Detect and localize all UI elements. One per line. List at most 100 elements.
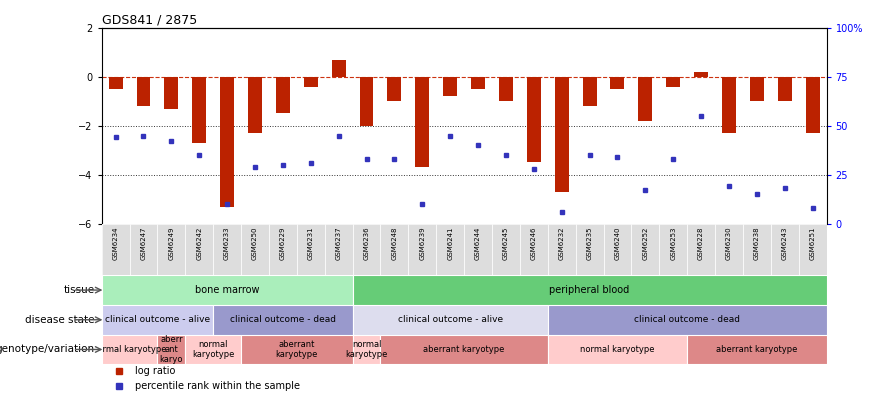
Bar [193, 77, 206, 143]
Text: GSM6242: GSM6242 [196, 227, 202, 260]
Text: GSM6243: GSM6243 [781, 227, 788, 260]
Bar [492, 224, 520, 275]
Text: clinical outcome - alive: clinical outcome - alive [398, 315, 503, 324]
Bar [778, 77, 792, 101]
Bar [743, 224, 771, 275]
Bar [659, 224, 687, 275]
Text: percentile rank within the sample: percentile rank within the sample [135, 381, 301, 392]
Text: GSM6232: GSM6232 [559, 227, 565, 260]
Bar [380, 335, 548, 364]
Text: aberrant karyotype: aberrant karyotype [716, 345, 797, 354]
Text: GSM6246: GSM6246 [530, 227, 537, 260]
Bar [186, 224, 213, 275]
Bar [687, 335, 827, 364]
Bar [387, 77, 401, 101]
Bar [353, 224, 380, 275]
Bar [548, 335, 687, 364]
Bar [213, 305, 353, 335]
Bar [353, 275, 827, 305]
Bar [324, 224, 353, 275]
Bar [555, 77, 568, 192]
Bar [715, 224, 743, 275]
Bar [269, 224, 297, 275]
Bar [611, 77, 624, 89]
Text: GSM6231: GSM6231 [308, 227, 314, 260]
Bar [213, 224, 241, 275]
Bar [667, 77, 680, 86]
Bar [631, 224, 659, 275]
Text: log ratio: log ratio [135, 366, 176, 376]
Bar [241, 224, 269, 275]
Text: normal
karyotype: normal karyotype [192, 340, 234, 359]
Bar [380, 224, 408, 275]
Text: GSM6229: GSM6229 [280, 227, 286, 260]
Bar [360, 77, 374, 126]
Text: GSM6252: GSM6252 [643, 227, 648, 260]
Text: GSM6247: GSM6247 [141, 227, 147, 260]
Bar [805, 77, 819, 133]
Text: GSM6238: GSM6238 [754, 227, 760, 260]
Bar [604, 224, 631, 275]
Text: aberrant karyotype: aberrant karyotype [423, 345, 505, 354]
Text: tissue: tissue [64, 285, 95, 295]
Text: GSM6250: GSM6250 [252, 227, 258, 260]
Bar [548, 224, 575, 275]
Text: GSM6241: GSM6241 [447, 227, 453, 260]
Bar [464, 224, 492, 275]
Bar [443, 77, 457, 96]
Bar [415, 77, 430, 168]
Text: GSM6251: GSM6251 [810, 227, 816, 260]
Text: aberrant
karyotype: aberrant karyotype [276, 340, 318, 359]
Text: GSM6249: GSM6249 [168, 227, 174, 260]
Bar [527, 77, 541, 162]
Text: GSM6253: GSM6253 [670, 227, 676, 260]
Bar [220, 77, 234, 207]
Text: GSM6245: GSM6245 [503, 227, 509, 260]
Bar [130, 224, 157, 275]
Text: aberr
ant
karyo: aberr ant karyo [160, 335, 183, 364]
Bar [109, 77, 123, 89]
Bar [583, 77, 597, 106]
Bar [157, 224, 186, 275]
Text: clinical outcome - dead: clinical outcome - dead [230, 315, 336, 324]
Bar [548, 305, 827, 335]
Text: normal karyotype: normal karyotype [580, 345, 655, 354]
Bar [436, 224, 464, 275]
Bar [102, 305, 213, 335]
Bar [471, 77, 485, 89]
Text: peripheral blood: peripheral blood [550, 285, 629, 295]
Text: genotype/variation: genotype/variation [0, 345, 95, 354]
Bar [332, 59, 346, 77]
Bar [297, 224, 324, 275]
Bar [102, 224, 130, 275]
Text: GSM6248: GSM6248 [392, 227, 398, 260]
Text: GSM6233: GSM6233 [225, 227, 230, 260]
Bar [102, 275, 353, 305]
Text: GSM6239: GSM6239 [419, 227, 425, 260]
Text: GSM6228: GSM6228 [698, 227, 704, 260]
Text: clinical outcome - dead: clinical outcome - dead [634, 315, 740, 324]
Bar [241, 335, 353, 364]
Bar [136, 77, 150, 106]
Bar [102, 335, 157, 364]
Bar [157, 335, 186, 364]
Bar [499, 77, 513, 101]
Text: GSM6237: GSM6237 [336, 227, 341, 260]
Bar [520, 224, 548, 275]
Text: GSM6244: GSM6244 [475, 227, 481, 260]
Bar [771, 224, 798, 275]
Text: clinical outcome - alive: clinical outcome - alive [105, 315, 210, 324]
Bar [353, 305, 548, 335]
Bar [694, 72, 708, 77]
Text: GSM6236: GSM6236 [363, 227, 370, 260]
Text: normal
karyotype: normal karyotype [346, 340, 388, 359]
Text: normal karyotype: normal karyotype [92, 345, 167, 354]
Text: GSM6240: GSM6240 [614, 227, 621, 260]
Bar [575, 224, 604, 275]
Text: bone marrow: bone marrow [194, 285, 259, 295]
Bar [186, 335, 241, 364]
Bar [687, 224, 715, 275]
Bar [722, 77, 736, 133]
Bar [248, 77, 262, 133]
Bar [304, 77, 317, 86]
